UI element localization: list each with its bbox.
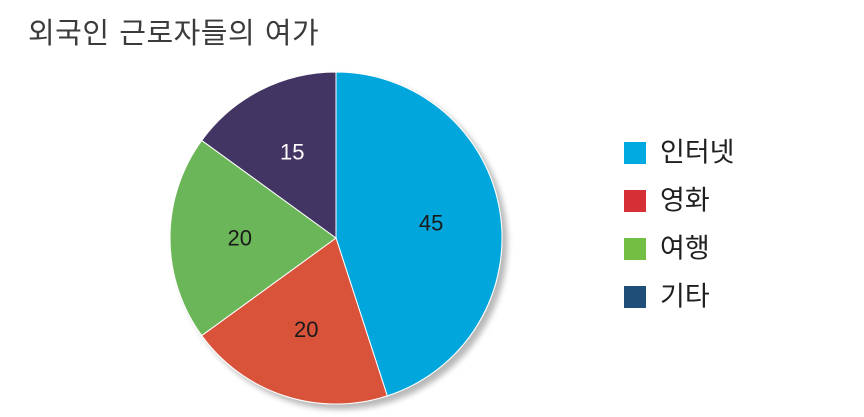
legend-label-2: 영화 <box>660 186 710 217</box>
legend-label-4: 기타 <box>660 282 710 313</box>
legend-swatch-1 <box>624 142 646 164</box>
legend-swatch-4 <box>624 286 646 308</box>
data-label-3: 20 <box>227 226 251 251</box>
legend-swatch-2 <box>624 190 646 212</box>
data-label-2: 20 <box>294 317 318 342</box>
pie-slices <box>170 72 502 404</box>
data-label-1: 45 <box>419 210 443 235</box>
legend-label-3: 여행 <box>660 234 710 265</box>
data-label-4: 15 <box>280 140 304 165</box>
legend-label-1: 인터넷 <box>660 138 735 169</box>
legend-swatch-3 <box>624 238 646 260</box>
